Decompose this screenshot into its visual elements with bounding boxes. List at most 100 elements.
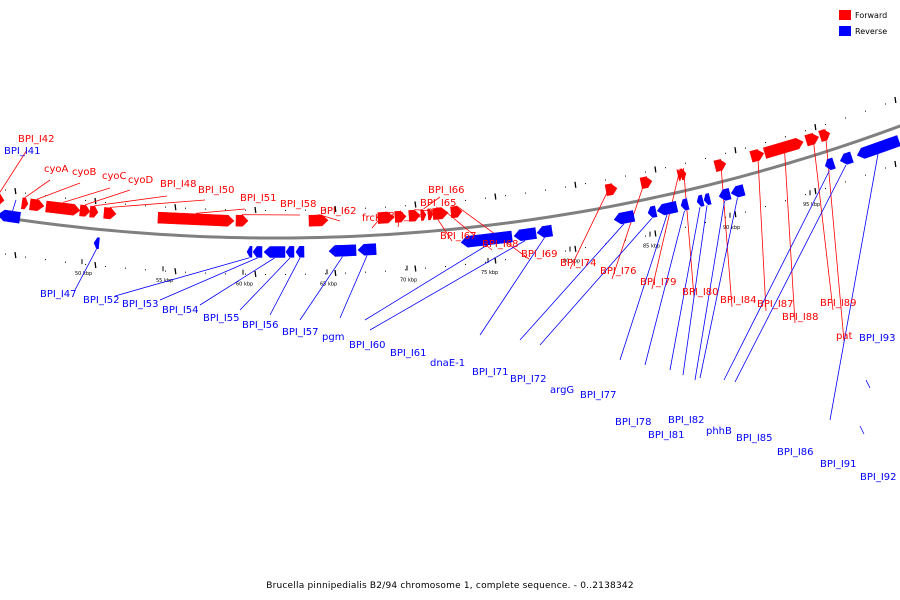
forward-gene-leader-line — [24, 179, 51, 198]
scale-dot — [105, 202, 106, 203]
scale-tick — [94, 261, 97, 269]
forward-gene-label: BPI_I68 — [482, 239, 519, 250]
forward-gene-label: BPI_I66 — [428, 185, 465, 196]
forward-gene-leader-line — [0, 149, 28, 193]
reverse-gene-leader-line — [269, 257, 301, 316]
reverse-gene-label: BPI_I61 — [390, 348, 427, 359]
chromosome-backbone — [0, 124, 900, 240]
scale-dot — [405, 269, 406, 271]
gene-arrows-layer — [0, 129, 900, 258]
scale-dot — [585, 183, 586, 185]
scale-tick — [334, 205, 337, 213]
forward-gene-label: BPI_I51 — [240, 193, 277, 204]
scale-dot — [165, 206, 166, 208]
kbp-tick-label: 75 kbp — [481, 270, 498, 276]
forward-gene-leader-line — [757, 149, 767, 312]
scale-tick — [494, 257, 497, 264]
forward-gene-label: BPI_I69 — [521, 249, 558, 260]
forward-gene-leader-line — [651, 168, 681, 290]
scale-dot — [765, 206, 766, 207]
scale-dot — [865, 110, 866, 112]
reverse-gene-arrow — [263, 246, 286, 258]
forward-gene-arrow — [29, 198, 45, 212]
forward-gene-label: cyoD — [128, 175, 154, 186]
reverse-gene-label: BPI_I82 — [668, 415, 705, 426]
forward-gene-arrow — [639, 176, 653, 190]
reverse-gene-leader-line — [199, 257, 275, 306]
forward-gene-arrow — [157, 211, 235, 227]
reverse-gene-label: BPI_I52 — [83, 295, 120, 306]
reverse-gene-arrow — [460, 230, 513, 248]
reverse-gene-arrow — [696, 194, 705, 207]
forward-gene-leader-line — [783, 141, 796, 324]
reverse-gene-leader-line — [669, 207, 701, 371]
scale-tick — [174, 268, 177, 275]
scale-dot — [185, 207, 186, 209]
reverse-gene-arrow — [839, 151, 854, 165]
legend-reverse-swatch — [839, 26, 851, 36]
scale-dot — [225, 209, 226, 211]
scale-dot — [525, 256, 526, 258]
reverse-gene-label: BPI_I91 — [820, 459, 857, 470]
scale-dot — [125, 203, 126, 205]
forward-gene-arrow — [427, 208, 434, 221]
reverse-gene-leader-line — [539, 217, 653, 346]
scale-dot — [185, 271, 186, 273]
scale-dot — [825, 123, 826, 125]
forward-gene-arrow — [79, 204, 91, 217]
forward-gene-label: pat — [836, 331, 852, 342]
scale-tick — [894, 160, 897, 167]
reverse-gene-label: BPI_I72 — [510, 374, 547, 385]
forward-gene-arrow — [394, 210, 407, 223]
scale-dot — [345, 272, 346, 274]
scale-dot — [745, 147, 746, 149]
forward-gene-label: BPI_I87 — [757, 299, 794, 310]
reverse-gene-arrow — [824, 157, 836, 171]
reverse-gene-leader-line — [865, 379, 871, 389]
scale-tick — [414, 265, 417, 272]
forward-gene-arrow — [45, 200, 81, 216]
reverse-gene-leader-line — [364, 245, 487, 321]
forward-gene-label: BPI_I84 — [720, 295, 757, 306]
scale-dot — [705, 157, 706, 159]
legend: Forward Reverse — [839, 10, 887, 36]
forward-gene-leader-line — [569, 183, 612, 270]
scale-dot — [265, 274, 266, 275]
scale-dot — [65, 197, 66, 199]
scale-dot — [305, 209, 306, 211]
legend-reverse-label: Reverse — [855, 27, 887, 36]
forward-gene-label: BPI_I67 — [440, 231, 477, 242]
reverse-gene-label: BPI_I56 — [242, 320, 279, 331]
scale-dot — [645, 171, 646, 173]
reverse-gene-leader-line — [699, 197, 738, 379]
reverse-gene-label: BPI_I41 — [4, 146, 41, 157]
scale-dot — [745, 211, 746, 213]
scale-dot — [345, 208, 346, 210]
scale-dot — [545, 189, 546, 191]
reverse-gene-arrow — [252, 246, 263, 258]
scale-dot — [605, 179, 606, 181]
forward-gene-leader-line — [195, 208, 246, 214]
scale-dot — [445, 266, 446, 267]
scale-tick — [494, 193, 497, 200]
forward-gene-leader-line — [456, 205, 530, 260]
kbp-tick-label: 55 kbp — [156, 278, 173, 284]
forward-gene-label: BPI_I58 — [280, 199, 317, 210]
scale-dot — [5, 253, 6, 255]
reverse-gene-label: BPI_I92 — [860, 472, 897, 483]
scale-tick — [734, 147, 737, 154]
forward-gene-label: BPI_I48 — [160, 179, 197, 190]
reverse-gene-leader-line — [644, 210, 685, 366]
scale-dot — [165, 270, 166, 272]
scale-dot — [825, 187, 826, 189]
forward-gene-leader-line — [62, 187, 111, 203]
scale-dot — [725, 216, 726, 218]
reverse-gene-arrow — [718, 187, 732, 201]
reverse-gene-arrow — [328, 244, 357, 257]
reverse-gene-leader-line — [239, 257, 291, 311]
kbp-tick-label: 85 kbp — [643, 244, 660, 250]
scale-dot — [505, 195, 506, 197]
scale-dot — [65, 261, 66, 263]
scale-tick — [254, 206, 257, 213]
